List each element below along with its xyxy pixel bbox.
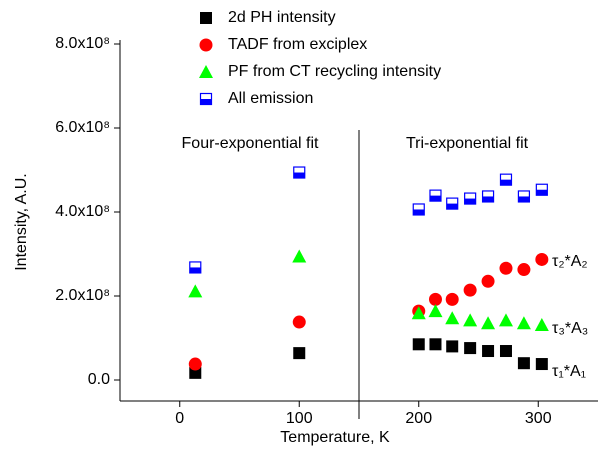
point <box>445 311 460 325</box>
point <box>481 190 495 203</box>
point-outline <box>293 166 306 179</box>
point-outline <box>517 190 531 203</box>
point-fill <box>200 99 212 105</box>
point <box>199 65 213 78</box>
legend-label: 2d PH intensity <box>228 9 336 26</box>
point <box>516 316 531 330</box>
point-fill <box>482 196 494 202</box>
point <box>534 317 549 331</box>
point-outline <box>481 190 495 203</box>
point-outline <box>464 192 477 205</box>
point-outline <box>412 203 425 216</box>
legend-label: TADF from exciplex <box>228 36 367 53</box>
annotation: τ₂*A₂ <box>552 253 588 270</box>
legend-label: PF from CT recycling intensity <box>228 63 441 80</box>
point <box>189 261 202 274</box>
point <box>445 292 459 306</box>
point-outline <box>446 197 459 210</box>
point <box>429 189 442 202</box>
point <box>446 197 459 210</box>
point <box>481 274 495 288</box>
annotation: τ₁*A₁ <box>552 363 586 380</box>
point <box>517 190 531 203</box>
point-fill <box>464 198 476 205</box>
point <box>293 347 306 360</box>
point <box>517 357 530 370</box>
x-tick-label: 0 <box>175 410 184 427</box>
x-tick-label: 300 <box>525 410 552 427</box>
point <box>482 345 495 358</box>
point <box>199 38 213 52</box>
point-fill <box>446 203 458 210</box>
y-tick-label: 0.0 <box>88 371 110 388</box>
point <box>464 342 477 355</box>
point <box>428 304 443 318</box>
point <box>189 366 202 379</box>
point <box>200 12 212 24</box>
y-tick-label: 8.0x10⁸ <box>55 35 110 52</box>
y-tick-label: 2.0x10⁸ <box>55 287 110 304</box>
point <box>429 338 442 351</box>
point <box>517 263 531 277</box>
point-outline <box>499 173 513 186</box>
x-tick-label: 100 <box>286 410 313 427</box>
point <box>292 315 306 329</box>
point-fill <box>518 196 530 202</box>
point-fill <box>293 172 305 179</box>
point-fill <box>536 189 548 196</box>
point <box>428 292 442 306</box>
point-outline <box>189 261 202 274</box>
point <box>498 313 513 327</box>
point <box>293 166 306 179</box>
point <box>292 249 307 263</box>
point <box>199 92 213 106</box>
x-tick-label: 200 <box>405 410 432 427</box>
point <box>412 203 425 216</box>
point <box>411 306 426 320</box>
point <box>499 173 513 186</box>
y-tick-label: 6.0x10⁸ <box>55 119 110 136</box>
point-fill <box>189 267 201 273</box>
point <box>481 316 496 330</box>
point <box>499 261 513 275</box>
point <box>463 313 478 327</box>
legend-label: All emission <box>228 90 313 107</box>
point <box>446 340 459 353</box>
point-fill <box>413 209 425 215</box>
annotation: Tri-exponential fit <box>406 135 529 152</box>
point <box>499 345 512 358</box>
point <box>535 358 548 371</box>
annotation: τ₃*A₃ <box>552 320 588 337</box>
annotation: Four-exponential fit <box>182 135 320 152</box>
point-fill <box>500 179 512 186</box>
point-outline <box>429 189 442 202</box>
point-outline <box>199 92 213 106</box>
point <box>188 284 203 298</box>
y-axis-label: Intensity, A.U. <box>13 173 30 271</box>
y-tick-label: 4.0x10⁸ <box>55 203 110 220</box>
point-outline <box>535 183 548 196</box>
point <box>535 183 548 196</box>
point <box>464 192 477 205</box>
point <box>188 357 202 371</box>
point <box>463 283 477 297</box>
x-axis-label: Temperature, K <box>280 429 390 446</box>
point-fill <box>429 195 441 202</box>
point <box>412 338 425 351</box>
point <box>535 252 549 266</box>
